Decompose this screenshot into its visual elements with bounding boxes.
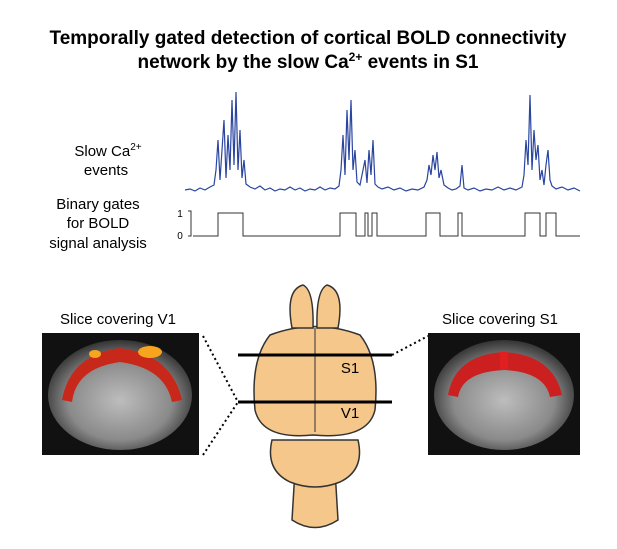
s1-label: S1 bbox=[341, 360, 359, 377]
v1-label: V1 bbox=[341, 405, 359, 422]
connector bbox=[391, 335, 429, 356]
gate-label: signal analysis bbox=[49, 235, 147, 252]
title-sup: 2+ bbox=[349, 50, 363, 64]
connector bbox=[202, 401, 239, 456]
title-line-1: Temporally gated detection of cortical B… bbox=[50, 28, 567, 49]
gate-high-label: 1 bbox=[177, 209, 183, 220]
gate-axis bbox=[188, 210, 192, 237]
right-slice-label: Slice covering S1 bbox=[442, 311, 558, 328]
trace-label-sup: 2+ bbox=[130, 142, 142, 153]
right-slice bbox=[428, 333, 580, 455]
gate-low-label: 0 bbox=[177, 231, 183, 242]
gate-trace bbox=[193, 212, 580, 237]
activation bbox=[138, 346, 162, 358]
activation bbox=[448, 352, 562, 397]
activation bbox=[500, 352, 508, 370]
left-slice bbox=[42, 333, 199, 455]
title-text: network by the slow Ca bbox=[137, 52, 349, 73]
title-line-2: network by the slow Ca2+ events in S1 bbox=[137, 50, 478, 73]
calcium-trace bbox=[184, 91, 581, 192]
activation bbox=[62, 348, 182, 402]
activation bbox=[89, 350, 101, 358]
cerebellum bbox=[269, 439, 361, 488]
olfactory-bulb bbox=[316, 284, 341, 329]
trace-label-line2: events bbox=[84, 162, 128, 179]
title-text: events in S1 bbox=[362, 52, 479, 73]
gate-label: Binary gates bbox=[56, 196, 139, 213]
gate-label: for BOLD bbox=[67, 215, 130, 232]
left-slice-label: Slice covering V1 bbox=[60, 311, 176, 328]
trace-label-text: Slow Ca bbox=[74, 143, 131, 160]
trace-label: Slow Ca2+ bbox=[74, 142, 141, 160]
olfactory-bulb bbox=[289, 284, 314, 329]
